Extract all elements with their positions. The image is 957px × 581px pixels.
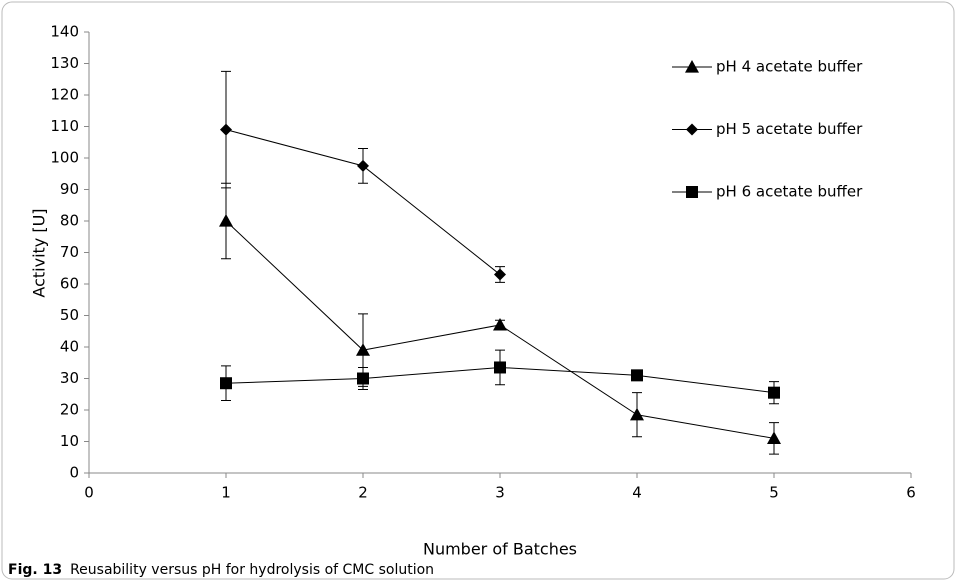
marker — [219, 214, 233, 227]
marker — [493, 317, 507, 331]
marker — [220, 123, 232, 136]
marker — [356, 343, 370, 356]
legend-label: pH 4 acetate buffer — [716, 58, 863, 76]
legend-marker — [686, 186, 698, 198]
x-tick-label: 0 — [84, 484, 94, 502]
caption-text: Reusability versus pH for hydrolysis of … — [70, 562, 434, 578]
marker — [768, 386, 780, 399]
y-axis-title: Activity [U] — [30, 208, 49, 297]
y-tick-label: 110 — [50, 117, 79, 135]
legend-marker — [686, 123, 698, 136]
y-tick-label: 40 — [60, 338, 79, 356]
legend-marker — [685, 60, 699, 73]
figure-label: Fig. 13 — [8, 562, 62, 578]
marker — [357, 159, 369, 172]
caption: Fig. 13 Reusability versus pH for hydroly… — [8, 562, 434, 578]
x-tick-label: 5 — [769, 484, 779, 502]
y-tick-label: 20 — [60, 401, 79, 419]
y-tick-label: 90 — [60, 180, 79, 198]
y-tick-label: 30 — [60, 369, 79, 387]
marker — [631, 369, 643, 382]
legend-label: pH 6 acetate buffer — [716, 183, 863, 201]
x-axis-title: Number of Batches — [423, 540, 577, 559]
marker — [630, 407, 644, 421]
y-tick-label: 50 — [60, 306, 79, 324]
y-tick-label: 60 — [60, 275, 79, 293]
x-tick-label: 4 — [632, 484, 642, 502]
marker — [357, 372, 369, 385]
marker — [494, 268, 506, 281]
y-tick-label: 10 — [60, 432, 79, 450]
y-tick-label: 120 — [50, 86, 79, 104]
marker — [494, 361, 506, 374]
y-tick-label: 140 — [50, 23, 79, 41]
x-tick-label: 1 — [221, 484, 231, 502]
y-tick-label: 70 — [60, 243, 79, 261]
y-tick-label: 80 — [60, 212, 79, 230]
y-tick-label: 130 — [50, 54, 79, 72]
legend-label: pH 5 acetate buffer — [716, 120, 863, 138]
x-tick-label: 2 — [358, 484, 368, 502]
y-tick-label: 100 — [50, 149, 79, 167]
x-tick-label: 3 — [495, 484, 505, 502]
y-tick-label: 0 — [69, 464, 79, 482]
marker — [767, 431, 781, 444]
x-tick-label: 6 — [906, 484, 916, 502]
marker — [220, 377, 232, 390]
